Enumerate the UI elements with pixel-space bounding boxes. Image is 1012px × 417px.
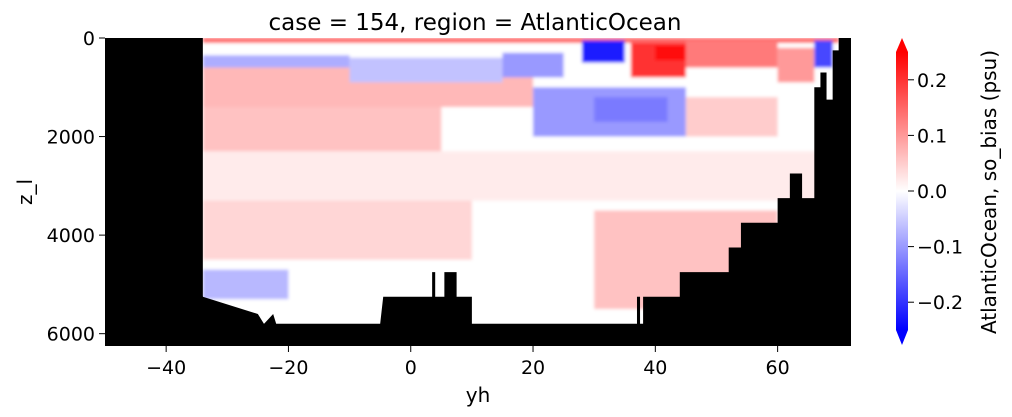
colorbar-extend-max	[896, 38, 908, 52]
x-tick-label: −40	[146, 357, 186, 379]
land-mask-south	[105, 38, 203, 346]
x-axis-label: yh	[466, 383, 491, 407]
x-tick-label: 20	[521, 357, 545, 379]
y-tick-label: 4000	[47, 225, 95, 247]
x-tick-label: 40	[643, 357, 667, 379]
x-tick-label: −20	[268, 357, 308, 379]
land-mask-north	[838, 38, 851, 346]
bias-region	[655, 45, 686, 61]
colorbar-gradient	[896, 52, 908, 330]
bias-region	[202, 269, 289, 300]
bias-region	[349, 57, 503, 83]
bias-region	[814, 40, 833, 68]
bias-region	[685, 97, 778, 137]
bias-region	[202, 38, 839, 43]
colorbar-ticks: −0.2 −0.1 0.0 0.1 0.2	[908, 70, 963, 314]
bias-field	[202, 38, 839, 334]
bias-region	[202, 151, 839, 201]
land-mask-floor	[105, 323, 851, 346]
y-tick-label: 0	[83, 28, 95, 50]
bias-region	[777, 47, 815, 83]
colorbar: −0.2 −0.1 0.0 0.1 0.2 AtlanticOcean, so_bias…	[896, 38, 1001, 345]
bias-region	[581, 40, 625, 63]
x-axis: −40 −20 0 20 40 60	[146, 346, 790, 379]
y-axis-label: z_l	[13, 179, 37, 205]
colorbar-tick-label: −0.1	[917, 237, 963, 259]
x-tick-label: 60	[766, 357, 790, 379]
chart-title: case = 154, region = AtlanticOcean	[269, 10, 682, 36]
bias-region	[502, 52, 564, 78]
colorbar-extend-min	[896, 330, 908, 345]
x-tick-label: 0	[405, 357, 417, 379]
colorbar-label: AtlanticOcean, so_bias (psu)	[977, 50, 1001, 334]
plot-area	[105, 38, 851, 346]
colorbar-tick-label: 0.2	[917, 70, 947, 92]
bias-region	[685, 40, 778, 68]
bias-region	[202, 200, 472, 260]
bias-region	[594, 97, 668, 122]
y-tick-label: 6000	[47, 324, 95, 346]
colorbar-tick-label: 0.1	[917, 125, 947, 147]
colorbar-tick-label: 0.0	[917, 181, 947, 203]
colorbar-tick-label: −0.2	[917, 292, 963, 314]
y-axis: 0 2000 4000 6000	[47, 28, 105, 346]
y-tick-label: 2000	[47, 127, 95, 149]
bias-region	[202, 106, 442, 152]
